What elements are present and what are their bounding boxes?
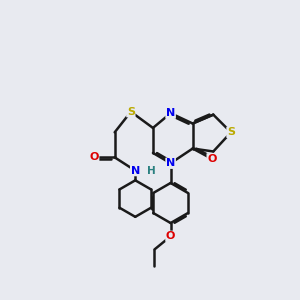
Text: S: S (227, 127, 235, 137)
Text: O: O (166, 231, 175, 241)
Text: N: N (166, 108, 175, 118)
Text: N: N (166, 158, 175, 168)
Text: O: O (207, 154, 217, 164)
Text: O: O (89, 152, 99, 162)
Text: S: S (127, 107, 135, 117)
Text: H: H (147, 166, 156, 176)
Text: N: N (131, 166, 140, 176)
